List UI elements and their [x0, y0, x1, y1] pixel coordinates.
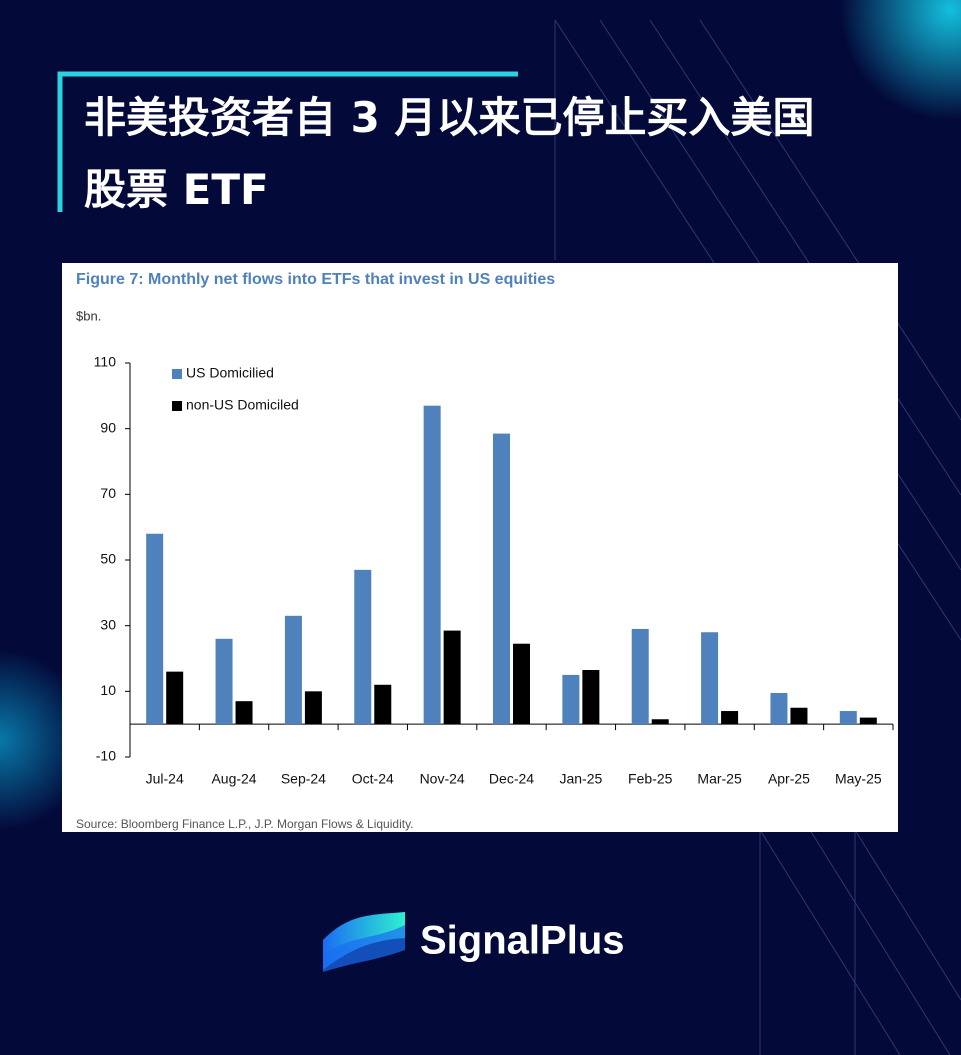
x-tick-label: Sep-24	[281, 771, 326, 787]
bar	[215, 638, 233, 725]
bar	[631, 628, 649, 725]
bar	[562, 674, 580, 725]
headline: 股票 ETF	[84, 165, 269, 214]
y-tick-label: 50	[100, 551, 116, 567]
x-tick-label: Jul-24	[146, 771, 184, 787]
logo	[323, 912, 405, 972]
bar	[839, 711, 857, 725]
chart-panel	[62, 263, 898, 832]
decor-lines	[554, 19, 961, 1055]
bar	[770, 692, 788, 725]
y-tick-label: 90	[100, 419, 116, 435]
x-tick-label: Nov-24	[420, 771, 465, 787]
legend-label: US Domicilied	[186, 365, 274, 381]
bar	[235, 701, 253, 725]
bar	[354, 569, 372, 725]
x-tick-label: Feb-25	[628, 771, 673, 787]
x-tick-label: May-25	[835, 771, 882, 787]
bar	[790, 707, 808, 725]
glow	[840, 0, 961, 120]
y-tick-label: 10	[100, 682, 116, 698]
bar	[166, 671, 184, 725]
chart-title: Figure 7: Monthly net flows into ETFs th…	[76, 271, 555, 288]
bar	[651, 719, 669, 725]
bar	[304, 691, 322, 725]
x-tick-label: Aug-24	[211, 771, 256, 787]
bar	[721, 711, 739, 725]
legend-label: non-US Domiciled	[186, 397, 299, 413]
source: Source: Bloomberg Finance L.P., J.P. Mor…	[76, 817, 414, 831]
y-tick-label: 70	[100, 485, 116, 501]
bar	[701, 632, 719, 725]
bar	[374, 684, 392, 725]
x-tick-label: Mar-25	[697, 771, 742, 787]
headline-frame	[57, 71, 518, 212]
legend-swatch	[172, 401, 182, 411]
bar	[493, 433, 510, 725]
y-tick-label: -10	[96, 748, 116, 764]
bar	[859, 717, 877, 725]
x-tick-label: Oct-24	[352, 771, 394, 787]
x-tick-label: Apr-25	[768, 771, 810, 787]
x-tick-label: Dec-24	[489, 771, 534, 787]
y-tick-label: 30	[100, 616, 116, 632]
y-axis-label: $bn.	[76, 308, 101, 323]
bar	[443, 630, 461, 725]
bar	[423, 405, 441, 725]
bar	[582, 669, 600, 725]
bar	[146, 533, 164, 725]
bar	[284, 615, 302, 725]
legend-swatch	[172, 369, 182, 379]
brand: SignalPlus	[420, 919, 625, 963]
x-tick-label: Jan-25	[559, 771, 602, 787]
headline: 非美投资者自 3 月以来已停止买入美国	[84, 93, 814, 142]
y-tick-label: 110	[94, 354, 117, 370]
bar	[513, 643, 530, 725]
